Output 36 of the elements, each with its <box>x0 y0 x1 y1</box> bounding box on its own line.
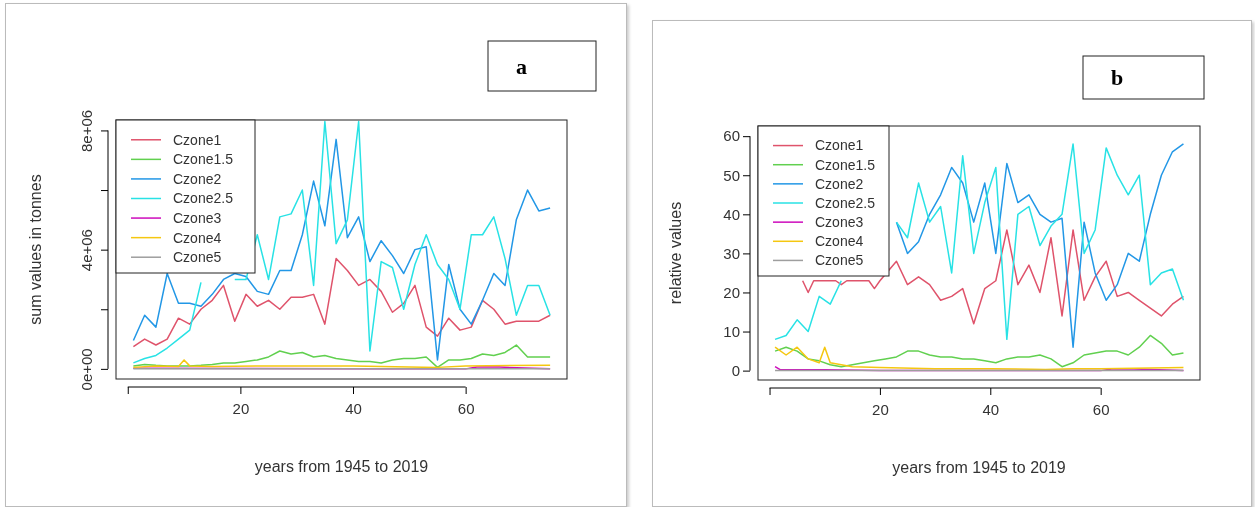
legend-label: Czone2.5 <box>173 190 234 207</box>
x-tick-label: 40 <box>345 399 362 417</box>
legend-label: Czone3 <box>815 214 864 231</box>
y-tick-label: 10 <box>723 322 740 340</box>
legend-label: Czone5 <box>815 252 864 269</box>
x-axis-title: years from 1945 to 2019 <box>254 458 429 475</box>
y-tick-label: 0e+00 <box>78 348 95 391</box>
y-tick-label: 60 <box>723 127 740 145</box>
y-tick-label: 0 <box>731 361 740 379</box>
legend-label: Czone1 <box>173 131 222 148</box>
legend-label: Czone1 <box>815 137 864 154</box>
x-tick-label: 60 <box>457 399 475 417</box>
y-tick-label: 4e+06 <box>78 229 95 272</box>
x-axis-title: years from 1945 to 2019 <box>892 459 1066 476</box>
text: b <box>1111 65 1124 91</box>
legend-label: Czone1.5 <box>173 151 234 168</box>
y-tick-label: 20 <box>723 283 740 301</box>
x-tick-label: 40 <box>982 400 1000 418</box>
y-tick-label: 50 <box>723 166 740 184</box>
legend-label: Czone4 <box>173 229 222 246</box>
y-tick-label: 40 <box>723 205 740 223</box>
x-tick-label: 60 <box>1092 400 1110 418</box>
x-tick-label: 20 <box>872 400 889 418</box>
text: a <box>516 53 527 79</box>
legend-label: Czone4 <box>815 233 864 250</box>
x-tick-label: 20 <box>232 399 250 417</box>
legend-label: Czone2 <box>173 170 222 187</box>
legend-label: Czone1.5 <box>815 156 876 173</box>
legend-label: Czone3 <box>173 209 222 226</box>
y-tick-label: 8e+06 <box>78 109 95 152</box>
y-axis-title: relative values <box>667 201 684 305</box>
y-axis-title: sum values in tonnes <box>27 174 44 325</box>
y-tick-label: 30 <box>723 244 740 262</box>
legend-label: Czone2.5 <box>815 194 876 211</box>
legend-label: Czone2 <box>815 175 864 192</box>
legend-label: Czone5 <box>173 249 222 266</box>
